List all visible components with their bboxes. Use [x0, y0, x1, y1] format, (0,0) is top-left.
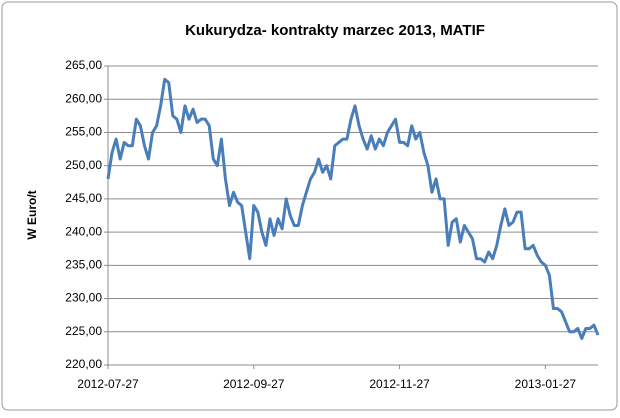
x-tick-label: 2012-11-27: [369, 377, 430, 391]
data-line: [106, 77, 600, 340]
y-tick-label: 240,00: [65, 224, 102, 238]
y-tick-label: 250,00: [65, 158, 102, 172]
y-tick-label: 260,00: [65, 91, 102, 105]
y-tick-label: 235,00: [65, 258, 102, 272]
y-tick-label: 230,00: [65, 291, 102, 305]
y-tick-label: 245,00: [65, 191, 102, 205]
y-axis-label: W Euro/t: [25, 190, 39, 239]
x-tick-label: 2013-01-27: [515, 377, 577, 391]
y-tick-label: 220,00: [65, 357, 102, 371]
y-tick-label: 225,00: [65, 324, 102, 338]
x-tick-label: 2012-09-27: [223, 377, 285, 391]
y-tick-label: 255,00: [65, 125, 102, 139]
chart-title: Kukurydza- kontrakty marzec 2013, MATIF: [185, 22, 485, 39]
x-tick-label: 2012-07-27: [77, 377, 139, 391]
chart-frame: [1, 1, 618, 411]
y-tick-label: 265,00: [65, 58, 102, 72]
